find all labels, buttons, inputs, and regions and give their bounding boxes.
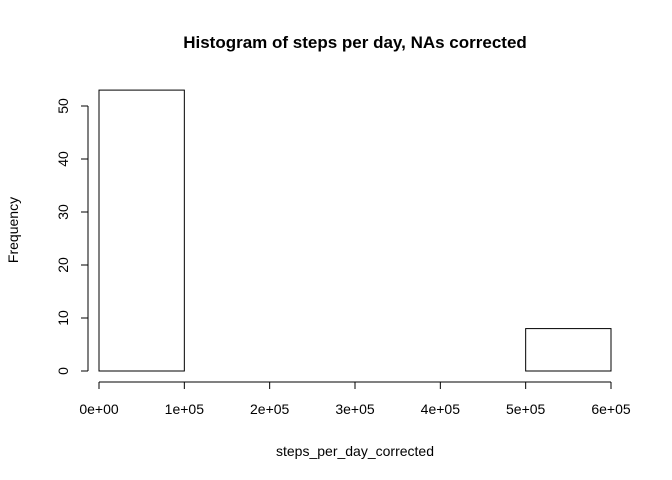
- x-axis-label: steps_per_day_corrected: [276, 443, 434, 459]
- x-tick-label: 4e+05: [421, 401, 461, 417]
- y-tick-label: 50: [55, 98, 71, 114]
- y-axis-label: Frequency: [5, 197, 21, 263]
- x-tick-label: 1e+05: [165, 401, 205, 417]
- y-axis: 0 10 20 30 40 50: [55, 98, 89, 375]
- x-tick-label: 6e+05: [591, 401, 631, 417]
- x-tick-label: 2e+05: [250, 401, 290, 417]
- x-tick-label: 5e+05: [506, 401, 546, 417]
- y-tick-label: 40: [55, 151, 71, 167]
- histogram-bar: [525, 328, 612, 372]
- x-tick-label: 3e+05: [335, 401, 375, 417]
- x-tick-label: 0e+00: [79, 401, 119, 417]
- bars-group: [98, 89, 612, 372]
- chart-title: Histogram of steps per day, NAs correcte…: [183, 33, 527, 52]
- y-tick-label: 30: [55, 204, 71, 220]
- x-axis: 0e+00 1e+05 2e+05 3e+05 4e+05 5e+05 6e+05: [79, 381, 631, 417]
- y-tick-label: 20: [55, 257, 71, 273]
- histogram-bar: [98, 89, 185, 372]
- y-tick-label: 10: [55, 310, 71, 326]
- y-tick-label: 0: [55, 367, 71, 375]
